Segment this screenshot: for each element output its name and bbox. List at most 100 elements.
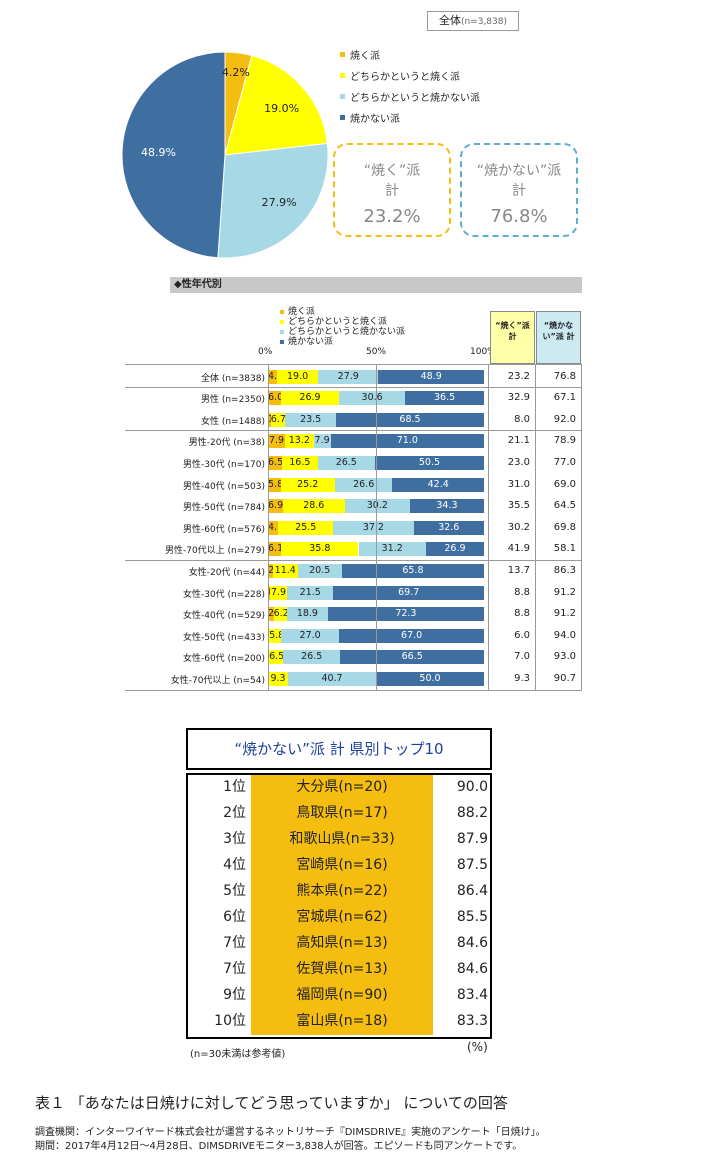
yaku-summary-box: “焼く”派 計 23.2% xyxy=(333,143,451,237)
yaku-total-value: 7.0 xyxy=(514,651,530,662)
bar-segment: 20.5 xyxy=(297,564,342,578)
prefecture-name: 和歌山県(n=33) xyxy=(251,827,433,853)
bar-segment: 32.6 xyxy=(413,521,484,535)
bar-segment: 36.5 xyxy=(405,391,484,405)
bar-segment: 48.9 xyxy=(378,370,484,384)
legend-label: 焼く派 xyxy=(288,307,316,317)
ranking-row: 4位 宮崎県(n=16) 87.5 xyxy=(188,853,490,879)
bar-segment: 34.3 xyxy=(409,499,484,513)
yaku-total-value: 8.8 xyxy=(514,587,530,598)
legend-swatch xyxy=(280,320,284,324)
bar-segment: 11.4 xyxy=(272,564,298,578)
pie-slice-3 xyxy=(217,142,329,259)
legend-label: どちらかというと焼かない派 xyxy=(288,327,406,337)
pie-legend-item: 焼く派 xyxy=(340,44,480,65)
bar-segment: 67.0 xyxy=(339,629,484,643)
bar-category-label: 全体 (n=3838) xyxy=(200,374,265,384)
pie-legend: 焼く派 どちらかというと焼く派どちらかというと焼かない派 焼かない派 xyxy=(340,44,480,128)
yaku-total-value: 13.7 xyxy=(507,565,530,576)
yakanai-total-value: 90.7 xyxy=(553,673,576,684)
bar-segment: 42.4 xyxy=(392,478,484,492)
legend-swatch xyxy=(280,310,284,314)
bar-segment: 21.5 xyxy=(287,586,334,600)
grid-line xyxy=(535,364,536,690)
bar-category-label: 女性-60代 (n=200) xyxy=(182,654,265,664)
pie-legend-item: どちらかというと焼く派 xyxy=(340,65,480,86)
axis-tick-100: 100% xyxy=(470,347,496,357)
bar-segment: 27.0 xyxy=(280,629,340,643)
bar-category-label: 男性-20代 (n=38) xyxy=(188,438,265,448)
grid-line xyxy=(268,364,269,690)
yakanai-total-value: 94.0 xyxy=(553,630,576,641)
yakanai-total-value: 91.2 xyxy=(553,608,576,619)
yakanai-total-value: 76.8 xyxy=(553,371,576,382)
bar-segment: 6.5 xyxy=(269,650,285,664)
total-sample-box: 全体(n=3,838) xyxy=(427,11,519,31)
legend-label: どちらかというと焼かない派 xyxy=(350,93,480,104)
ranking-row: 3位 和歌山県(n=33) 87.9 xyxy=(188,827,490,853)
bar-category-label: 男性-30代 (n=170) xyxy=(182,460,265,470)
legend-swatch xyxy=(340,115,345,120)
bar-segment: 26.9 xyxy=(425,542,484,556)
pie-legend-item: 焼かない派 xyxy=(340,107,480,128)
bar-legend-item: どちらかというと焼く派 xyxy=(280,317,405,327)
pie-slice-4 xyxy=(121,51,226,259)
legend-label: 焼かない派 xyxy=(288,337,334,347)
yakanai-total-value: 92.0 xyxy=(553,414,576,425)
axis-tick-50: 50% xyxy=(366,347,387,357)
bar-segment: 6.9 xyxy=(268,499,284,513)
bar-segment: 6.7 xyxy=(270,413,286,427)
ranking-row: 2位 鳥取県(n=17) 88.2 xyxy=(188,801,490,827)
grid-line xyxy=(125,690,582,691)
bar-segment: 25.5 xyxy=(278,521,334,535)
legend-label: 焼かない派 xyxy=(350,114,400,125)
bar-segment: 23.5 xyxy=(285,413,337,427)
prefecture-name: 大分県(n=20) xyxy=(251,775,433,801)
pie-chart xyxy=(121,51,329,259)
ranking-row: 7位 高知県(n=13) 84.6 xyxy=(188,931,490,957)
bar-category-label: 男性-70代以上 (n=279) xyxy=(164,546,265,556)
bar-category-label: 女性-50代 (n=433) xyxy=(182,633,265,643)
prefecture-name: 宮崎県(n=16) xyxy=(251,853,433,879)
bar-segment: 7.9 xyxy=(268,434,286,448)
bar-segment: 26.6 xyxy=(334,478,393,492)
bar-segment: 72.3 xyxy=(327,607,484,621)
yakanai-total-value: 93.0 xyxy=(553,651,576,662)
bar-category-label: 男性 (n=2350) xyxy=(200,395,265,405)
yakanai-total-value: 78.9 xyxy=(553,435,576,446)
bar-category-label: 女性-30代 (n=228) xyxy=(182,590,265,600)
bar-segment: 69.7 xyxy=(333,586,484,600)
bar-segment: 4.2 xyxy=(268,370,284,384)
bar-segment: 40.7 xyxy=(288,672,376,686)
rank-number: 6位 xyxy=(223,909,246,925)
prefecture-name: 福岡県(n=90) xyxy=(251,983,433,1009)
source-line-1: 調査機関：インターワイヤード株式会社が運営するネットリサーチ『DIMSDRIVE… xyxy=(35,1127,546,1138)
bar-segment: 16.5 xyxy=(282,456,318,470)
rank-value: 87.5 xyxy=(456,857,488,873)
bar-segment: 18.9 xyxy=(287,607,328,621)
rank-value: 85.5 xyxy=(456,909,488,925)
axis-tick-0: 0% xyxy=(258,347,273,357)
bar-segment: 6.5 xyxy=(268,456,284,470)
prefecture-name: 宮城県(n=62) xyxy=(251,905,433,931)
prefecture-name: 佐賀県(n=13) xyxy=(251,957,433,983)
reference-note: (n=30未満は参考値) xyxy=(190,1049,286,1060)
bar-segment: 65.8 xyxy=(341,564,484,578)
ranking-row: 10位 富山県(n=18) 83.3 xyxy=(188,1009,490,1035)
legend-swatch xyxy=(340,94,345,99)
pie-slice-2 xyxy=(224,54,328,156)
rank-number: 7位 xyxy=(223,961,246,977)
bar-segment: 13.2 xyxy=(285,434,314,448)
rank-value: 83.3 xyxy=(456,1013,488,1029)
pie-value-label-3: 27.9% xyxy=(261,196,297,210)
grid-line xyxy=(125,560,582,561)
bar-legend-item: どちらかというと焼かない派 xyxy=(280,327,405,337)
rank-number: 7位 xyxy=(223,935,246,951)
rank-number: 3位 xyxy=(223,831,246,847)
yakanai-total-header: “焼かな い”派 計 xyxy=(536,311,581,364)
bar-segment: 28.6 xyxy=(282,499,345,513)
pie-value-label-2: 19.0% xyxy=(264,102,300,116)
yaku-total-value: 41.9 xyxy=(507,543,530,554)
unit-label: (%) xyxy=(467,1040,488,1054)
pie-legend-item: どちらかというと焼かない派 xyxy=(340,86,480,107)
